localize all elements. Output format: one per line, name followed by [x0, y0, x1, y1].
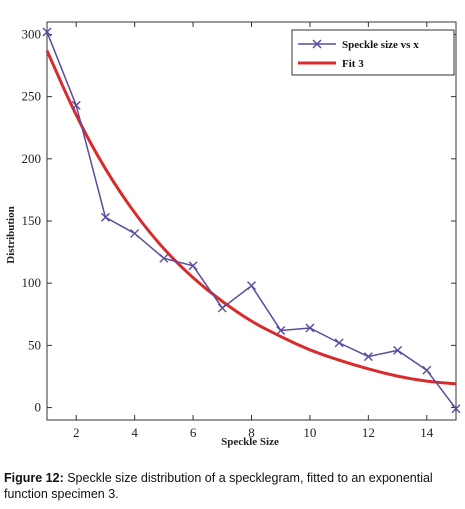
marker-stroke — [451, 404, 461, 414]
y-tick-label: 0 — [35, 400, 42, 415]
data-point-marker — [305, 323, 315, 333]
x-tick-label: 6 — [190, 425, 197, 440]
data-point-marker — [71, 100, 81, 110]
x-tick-label: 2 — [73, 425, 80, 440]
figure-caption: Figure 12: Speckle size distribution of … — [4, 470, 462, 502]
data-point-marker — [130, 228, 140, 238]
data-point-marker — [159, 253, 169, 263]
legend-entries: Speckle size vs x Fit 3 — [298, 39, 419, 70]
caption-label: Figure 12: — [4, 471, 64, 485]
data-point-marker — [422, 365, 432, 375]
marker-stroke — [393, 345, 403, 355]
marker-stroke — [305, 323, 315, 333]
x-axis-ticks: 2 4 6 8 10 12 14 — [73, 22, 434, 440]
legend-label: Fit 3 — [342, 58, 364, 70]
marker-stroke — [334, 338, 344, 348]
caption-text: Speckle size distribution of a specklegr… — [4, 471, 433, 501]
x-tick-label: 8 — [248, 425, 255, 440]
x-tick-label: 14 — [420, 425, 434, 440]
y-tick-label: 50 — [28, 337, 41, 352]
legend-marker — [312, 39, 322, 49]
data-point-marker — [393, 345, 403, 355]
marker-stroke — [363, 352, 373, 362]
legend-label: Speckle size vs x — [342, 39, 419, 51]
data-point-marker — [247, 281, 256, 291]
marker-stroke — [217, 303, 227, 313]
series-line-fit-3 — [45, 49, 457, 386]
y-axis-title: Distribution — [5, 206, 17, 263]
y-axis-ticks: 0 50 100 150 200 250 300 — [22, 26, 456, 415]
y-tick-label: 100 — [22, 275, 42, 290]
marker-stroke — [422, 365, 432, 375]
data-point-marker — [276, 325, 286, 335]
marker-stroke — [42, 27, 52, 37]
marker-stroke — [100, 212, 110, 222]
marker-stroke — [247, 281, 256, 291]
data-point-marker — [363, 352, 373, 362]
marker-stroke — [276, 325, 286, 335]
legend-box — [291, 29, 455, 76]
x-tick-label: 4 — [131, 425, 138, 440]
legend: Speckle size vs x Fit 3 — [291, 29, 455, 76]
x-tick-label: 12 — [362, 425, 375, 440]
x-axis-title: Speckle Size — [221, 436, 279, 448]
y-tick-label: 200 — [22, 151, 42, 166]
marker-stroke — [130, 228, 140, 238]
marker-stroke — [188, 261, 198, 271]
y-tick-label: 250 — [22, 89, 42, 104]
x-tick-label: 10 — [303, 425, 316, 440]
data-point-marker — [42, 27, 52, 37]
data-point-marker — [334, 338, 344, 348]
chart: 0 50 100 150 200 250 300 2 4 6 8 10 12 14 Speckle Si… — [5, 21, 461, 448]
data-point-marker — [188, 261, 198, 271]
series-layer — [42, 27, 461, 414]
marker-stroke — [159, 253, 169, 263]
marker-stroke — [71, 100, 81, 110]
y-tick-label: 300 — [22, 26, 42, 41]
data-point-marker — [217, 303, 227, 313]
data-point-marker — [451, 404, 461, 414]
y-tick-label: 150 — [22, 213, 42, 228]
data-point-marker — [100, 212, 110, 222]
